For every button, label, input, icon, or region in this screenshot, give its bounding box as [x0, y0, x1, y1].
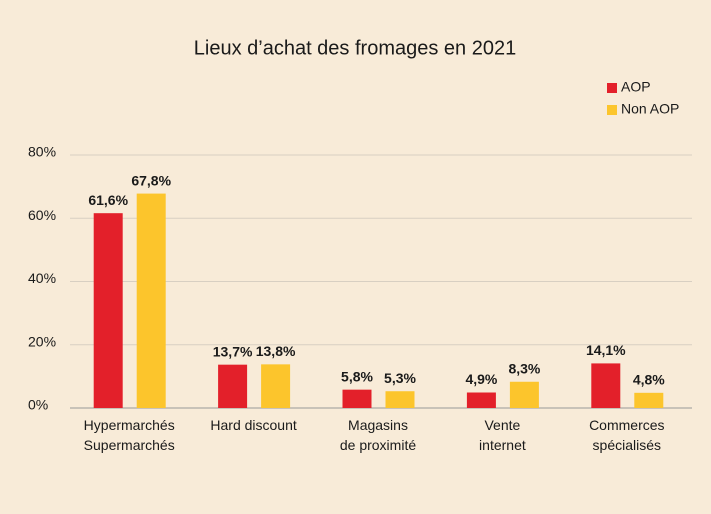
bar: [261, 364, 291, 408]
x-tick-label: Vente internet: [479, 417, 526, 453]
x-tick-label-line: Supermarchés: [84, 437, 175, 453]
x-tick-label: Commerces spécialisés: [589, 417, 664, 453]
data-label: 14,1%: [586, 342, 626, 358]
bar: [93, 213, 123, 408]
data-label: 8,3%: [508, 360, 540, 376]
x-tick-label-line: Hard discount: [210, 417, 296, 433]
y-tick-label: 20%: [28, 333, 56, 349]
y-tick-label: 0%: [28, 397, 48, 413]
legend-swatch: [607, 105, 617, 115]
y-tick-label: 40%: [28, 270, 56, 286]
x-tick-label-line: Commerces: [589, 417, 664, 433]
x-tick-label-line: Vente: [484, 417, 520, 433]
bar: [342, 389, 372, 408]
x-tick-label-line: Hypermarchés: [84, 417, 175, 433]
bar: [509, 381, 539, 408]
x-tick-label: Magasins de proximité: [340, 417, 416, 453]
x-tick-label: Hypermarchés Supermarchés: [84, 417, 175, 453]
bar: [136, 193, 166, 408]
y-tick-label: 80%: [28, 144, 56, 160]
data-label: 61,6%: [88, 192, 128, 208]
legend-swatch: [607, 83, 617, 93]
legend-label: Non AOP: [621, 101, 679, 117]
y-tick-label: 60%: [28, 207, 56, 223]
x-tick-label: Hard discount: [210, 417, 296, 433]
data-label: 4,8%: [633, 372, 665, 388]
x-tick-label-line: Magasins: [348, 417, 408, 433]
bar: [634, 392, 664, 408]
data-label: 13,8%: [256, 343, 296, 359]
x-tick-label-line: internet: [479, 437, 526, 453]
data-label: 5,8%: [341, 368, 373, 384]
bar: [466, 392, 496, 408]
legend-label: AOP: [621, 79, 651, 95]
data-label: 5,3%: [384, 370, 416, 386]
data-label: 4,9%: [465, 371, 497, 387]
data-label: 13,7%: [213, 343, 253, 359]
chart-title: Lieux d’achat des fromages en 2021: [194, 37, 516, 59]
data-label: 67,8%: [131, 172, 171, 188]
x-tick-label-line: de proximité: [340, 437, 416, 453]
bar: [591, 363, 621, 408]
bar: [218, 364, 248, 408]
x-tick-label-line: spécialisés: [593, 437, 661, 453]
bar: [385, 391, 415, 408]
